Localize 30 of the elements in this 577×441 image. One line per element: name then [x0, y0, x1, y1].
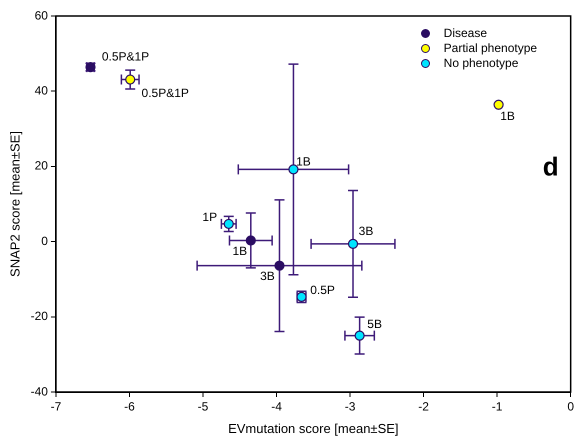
x-tick-label: -5 [198, 400, 209, 414]
legend-label: Partial phenotype [444, 41, 538, 56]
y-tick-label: 0 [41, 234, 48, 248]
y-tick-label: -20 [30, 309, 48, 324]
x-tick-label: -4 [271, 400, 282, 414]
annotation: 0.5P&1P [142, 86, 189, 100]
annotation: d [542, 152, 559, 182]
x-tick-label: -2 [418, 400, 430, 414]
annotation: 5B [367, 316, 382, 331]
y-tick-label: -40 [30, 384, 48, 398]
legend-label: No phenotype [444, 56, 518, 71]
legend-label: Disease [444, 26, 488, 41]
annotation: 0.5P&1P [102, 49, 150, 64]
annotation: 1B [296, 154, 311, 169]
y-tick-label: 60 [34, 8, 48, 22]
x-tick-label: 0 [567, 400, 574, 414]
x-tick-label: -3 [344, 400, 356, 414]
annotation: 0.5P [310, 283, 335, 298]
x-tick-label: -6 [124, 400, 136, 414]
x-tick-label: -1 [492, 400, 503, 414]
y-tick-label: 20 [34, 158, 48, 173]
annotation: 3B [260, 268, 275, 283]
annotation: 3B [358, 224, 374, 238]
annotation: 1B [500, 109, 515, 124]
x-axis-title: EVmutation score [mean±SE] [228, 420, 399, 436]
y-tick-label: 40 [34, 84, 48, 98]
annotation: 1P [202, 210, 218, 224]
y-axis-title: SNAP2 score [mean±SE] [7, 131, 22, 277]
x-tick-label: -7 [50, 400, 62, 414]
annotation: 1B [232, 244, 248, 258]
